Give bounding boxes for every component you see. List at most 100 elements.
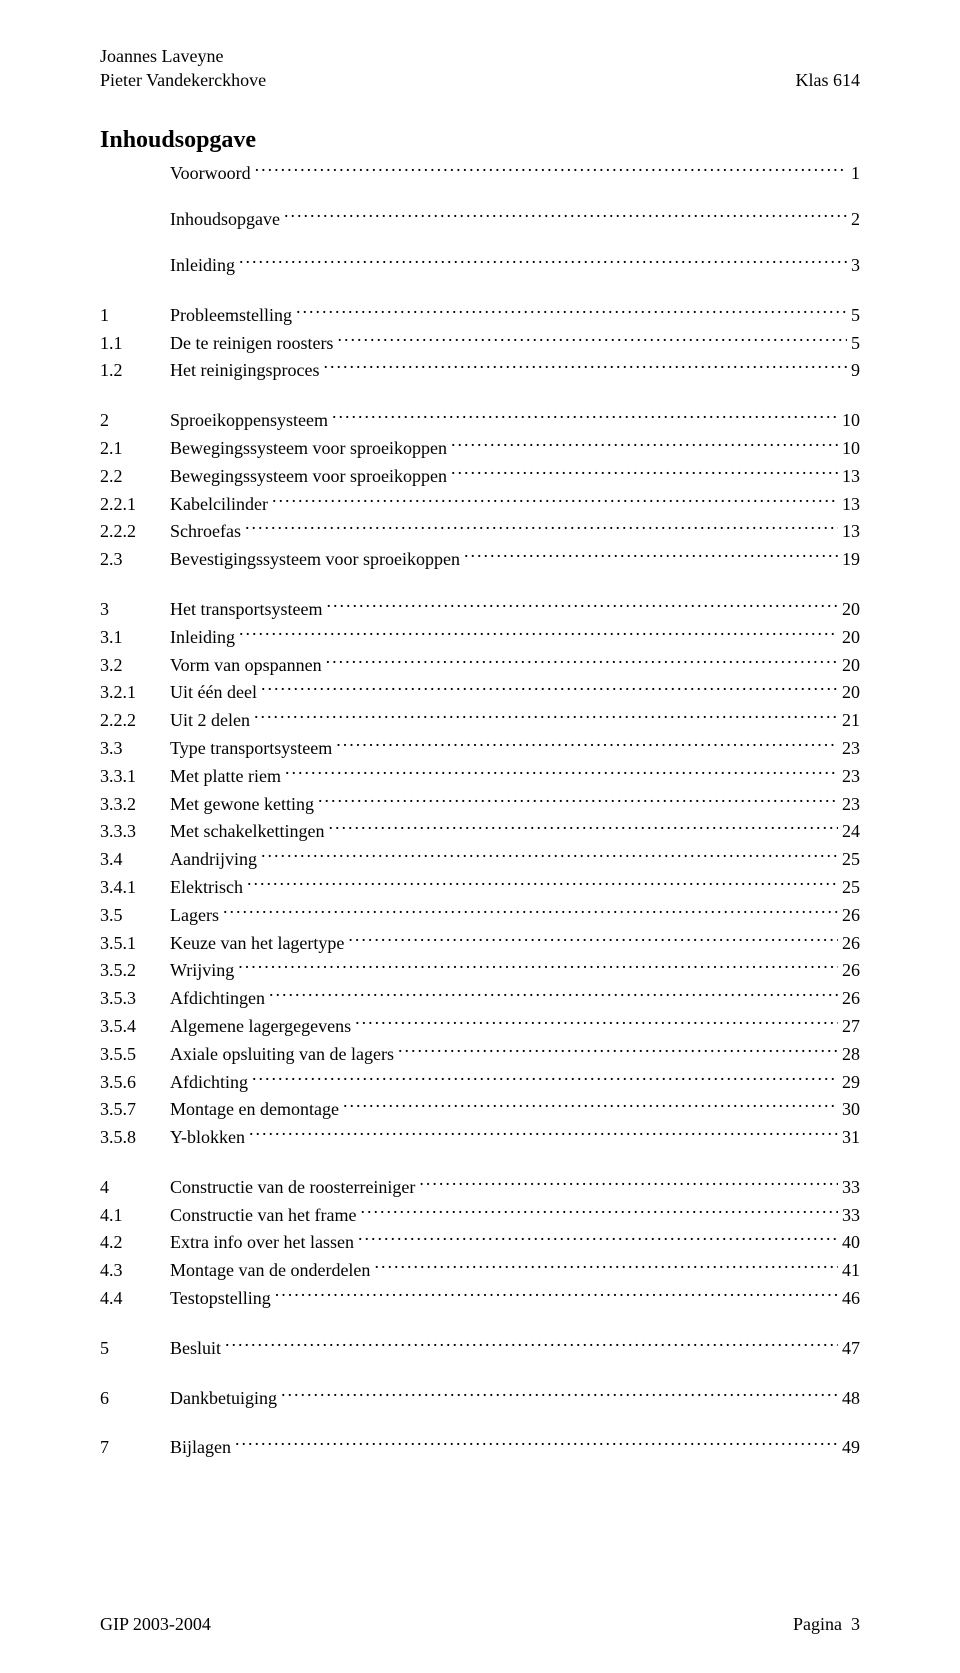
toc-section: 1Probleemstelling 51.1De te reinigen roo… (100, 301, 860, 384)
toc-label: Dankbetuiging (170, 1385, 281, 1412)
toc-row: 3.5.7Montage en demontage 30 (100, 1096, 860, 1124)
toc-page: 1 (847, 160, 860, 187)
toc-row: 6Dankbetuiging 48 (100, 1384, 860, 1412)
toc-number: 3.5.6 (100, 1069, 170, 1096)
toc-page: 10 (838, 435, 860, 462)
spacer (100, 1151, 860, 1173)
toc-number: 1.1 (100, 330, 170, 357)
toc-leader (451, 462, 838, 482)
toc-row: 3.5.4Algemene lagergegevens 27 (100, 1012, 860, 1040)
toc-row: 3.5.3Afdichtingen 26 (100, 984, 860, 1012)
toc-leader (261, 679, 838, 699)
toc-row: 1.1De te reinigen roosters 5 (100, 329, 860, 357)
toc-leader (225, 1334, 838, 1354)
toc-label: Besluit (170, 1335, 225, 1362)
toc-row: 5Besluit 47 (100, 1334, 860, 1362)
toc-page: 47 (838, 1335, 860, 1362)
toc-leader (261, 845, 838, 865)
toc-leader (360, 1201, 838, 1221)
toc-page: 5 (847, 302, 860, 329)
toc-number: 2.2.1 (100, 491, 170, 518)
toc-page: 40 (838, 1229, 860, 1256)
toc-leader (296, 301, 847, 321)
toc-leader (374, 1256, 838, 1276)
toc-label: Keuze van het lagertype (170, 930, 348, 957)
toc-row: 3.5.1Keuze van het lagertype 26 (100, 929, 860, 957)
toc-number: 7 (100, 1434, 170, 1461)
toc-sections: 1Probleemstelling 51.1De te reinigen roo… (100, 301, 860, 1461)
toc-row: 2.2.1Kabelcilinder 13 (100, 490, 860, 518)
toc-page: 33 (838, 1202, 860, 1229)
toc-page: 13 (838, 463, 860, 490)
toc-row: 3.2Vorm van opspannen 20 (100, 651, 860, 679)
toc-number: 4.2 (100, 1229, 170, 1256)
toc-page: 23 (838, 735, 860, 762)
spacer (100, 1362, 860, 1384)
toc-page: 27 (838, 1013, 860, 1040)
toc-page: 29 (838, 1069, 860, 1096)
toc-leader (343, 1096, 838, 1116)
toc-row: 3.3Type transportsysteem 23 (100, 734, 860, 762)
toc-row: 7Bijlagen 49 (100, 1434, 860, 1462)
toc-page: 26 (838, 957, 860, 984)
toc-label: De te reinigen roosters (170, 330, 337, 357)
toc-leader (272, 490, 838, 510)
page-footer: GIP 2003-2004 Pagina 3 (100, 1614, 860, 1635)
footer-right-label: Pagina (793, 1614, 842, 1634)
toc-page: 13 (838, 491, 860, 518)
header-line-1: Joannes Laveyne (100, 44, 860, 68)
toc-label: Constructie van de roosterreiniger (170, 1174, 419, 1201)
toc-page: 20 (838, 624, 860, 651)
toc-section: 5Besluit 47 (100, 1334, 860, 1362)
toc-section: 2Sproeikoppensysteem 102.1Bewegingssyste… (100, 406, 860, 573)
toc-label: Wrijving (170, 957, 238, 984)
toc-page: 41 (838, 1257, 860, 1284)
toc-leader (323, 357, 847, 377)
toc-page: 28 (838, 1041, 860, 1068)
toc-leader (239, 251, 847, 271)
toc-leader (223, 901, 838, 921)
toc-number: 2.2.2 (100, 518, 170, 545)
toc-number: 1.2 (100, 357, 170, 384)
toc-number: 3.3 (100, 735, 170, 762)
toc-row: 2Sproeikoppensysteem 10 (100, 406, 860, 434)
toc-leader (451, 434, 838, 454)
toc-page: 13 (838, 518, 860, 545)
toc-section: 6Dankbetuiging 48 (100, 1384, 860, 1412)
toc-label: Uit 2 delen (170, 707, 254, 734)
toc-number: 3.2 (100, 652, 170, 679)
toc-row: 3.5Lagers 26 (100, 901, 860, 929)
toc-number: 4.3 (100, 1257, 170, 1284)
toc-label: Met schakelkettingen (170, 818, 328, 845)
toc-leader (284, 205, 847, 225)
toc-number: 3.3.3 (100, 818, 170, 845)
toc-page: 25 (838, 846, 860, 873)
toc-label: Y-blokken (170, 1124, 249, 1151)
toc-row: 3.3.3Met schakelkettingen 24 (100, 818, 860, 846)
toc-number: 3.2.1 (100, 679, 170, 706)
toc-label: Constructie van het frame (170, 1202, 360, 1229)
toc-label: Het transportsysteem (170, 596, 326, 623)
klas-label: Klas 614 (796, 68, 861, 92)
footer-right-num: 3 (851, 1614, 860, 1634)
toc-leader (249, 1123, 838, 1143)
toc-leader (326, 651, 838, 671)
toc-row: 3.2.1Uit één deel 20 (100, 679, 860, 707)
toc-page: 20 (838, 596, 860, 623)
toc-leader (239, 623, 838, 643)
toc-number: 3.5.8 (100, 1124, 170, 1151)
toc-page: 26 (838, 930, 860, 957)
toc-row: 3.5.2Wrijving 26 (100, 957, 860, 985)
toc-page: 49 (838, 1434, 860, 1461)
toc-label: Inleiding (170, 252, 239, 279)
spacer (100, 1312, 860, 1334)
toc-number: 3 (100, 596, 170, 623)
toc-row: 4.1Constructie van het frame 33 (100, 1201, 860, 1229)
toc-number: 2.3 (100, 546, 170, 573)
toc-page: 5 (847, 330, 860, 357)
toc-label: Inleiding (170, 624, 239, 651)
toc-page: 48 (838, 1385, 860, 1412)
toc-leader (281, 1384, 838, 1404)
toc-intro-row: Inleiding3 (170, 251, 860, 279)
toc-label: Schroefas (170, 518, 245, 545)
